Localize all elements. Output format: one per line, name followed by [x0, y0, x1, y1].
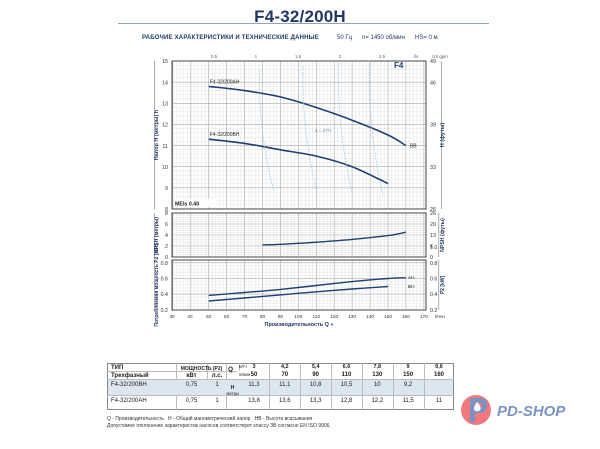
svg-text:0.4: 0.4 [161, 292, 168, 298]
svg-text:13: 13 [162, 102, 168, 108]
svg-text:0.4: 0.4 [430, 292, 437, 298]
svg-text:10: 10 [162, 165, 168, 171]
svg-text:70: 70 [242, 314, 248, 320]
svg-text:130: 130 [348, 314, 356, 320]
svg-text:60: 60 [224, 314, 230, 320]
svg-text:BH: BH [408, 284, 415, 290]
svg-text:F4-32/200AH: F4-32/200AH [210, 79, 240, 85]
svg-text:80: 80 [260, 314, 266, 320]
svg-text:NPSH (футы): NPSH (футы) [439, 218, 446, 252]
svg-text:150: 150 [384, 314, 392, 320]
svg-text:90: 90 [278, 314, 284, 320]
svg-text:Производительность Q »: Производительность Q » [264, 322, 333, 328]
svg-text:39: 39 [430, 123, 436, 129]
svg-text:26: 26 [430, 211, 436, 217]
svg-text:100: 100 [294, 314, 302, 320]
svg-text:8: 8 [165, 211, 168, 217]
svg-text:AH: AH [408, 275, 415, 281]
svg-text:20: 20 [430, 222, 436, 228]
svg-text:0.6: 0.6 [430, 277, 437, 283]
svg-text:0.2: 0.2 [430, 308, 437, 314]
svg-text:2: 2 [339, 54, 342, 59]
svg-text:49: 49 [430, 59, 436, 65]
svg-text:40: 40 [187, 314, 193, 320]
svg-text:0.6: 0.6 [161, 277, 168, 283]
svg-text:US gpm: US gpm [432, 54, 448, 59]
svg-text:15: 15 [162, 59, 168, 65]
svg-text:9: 9 [165, 186, 168, 192]
svg-text:BB: BB [410, 144, 417, 150]
svg-text:13: 13 [430, 233, 436, 239]
svg-text:140: 140 [366, 314, 374, 320]
svg-text:170: 170 [420, 314, 428, 320]
svg-text:120: 120 [330, 314, 338, 320]
svg-text:6: 6 [165, 222, 168, 228]
svg-text:1.0: 1.0 [430, 245, 437, 251]
svg-text:0.8: 0.8 [161, 261, 168, 267]
svg-text:P2 [kW]: P2 [kW] [440, 276, 446, 295]
svg-text:F4-32/200BH: F4-32/200BH [210, 132, 240, 138]
svg-text:η = 47%: η = 47% [315, 128, 332, 133]
svg-text:2: 2 [165, 244, 168, 250]
svg-text:1: 1 [255, 54, 258, 59]
svg-text:PD-SHOP: PD-SHOP [497, 403, 566, 420]
svg-text:0.8: 0.8 [430, 261, 437, 267]
svg-text:50: 50 [206, 314, 212, 320]
svg-text:14: 14 [162, 80, 168, 86]
svg-text:l/min: l/min [435, 314, 445, 320]
svg-text:110: 110 [312, 314, 320, 320]
svg-text:33: 33 [430, 165, 436, 171]
svg-text:Напор Н (метры) h: Напор Н (метры) h [154, 109, 160, 160]
svg-text:1.5: 1.5 [295, 54, 302, 59]
svg-text:4: 4 [165, 233, 168, 239]
svg-text:l/s: l/s [414, 54, 418, 59]
svg-text:11: 11 [163, 144, 169, 150]
svg-text:2.5: 2.5 [379, 54, 386, 59]
svg-text:46: 46 [430, 80, 436, 86]
svg-text:Потребляемая мощность Р2 [кВт]: Потребляемая мощность Р2 [кВт] [153, 243, 160, 327]
svg-text:0.5: 0.5 [211, 54, 218, 59]
svg-text:MEIs 0.40: MEIs 0.40 [175, 202, 199, 208]
svg-text:F4: F4 [394, 61, 404, 70]
svg-text:30: 30 [169, 314, 175, 320]
svg-text:H (футы): H (футы) [439, 123, 446, 148]
svg-text:160: 160 [402, 314, 410, 320]
svg-text:12: 12 [162, 123, 168, 129]
svg-text:0.2: 0.2 [161, 308, 168, 314]
